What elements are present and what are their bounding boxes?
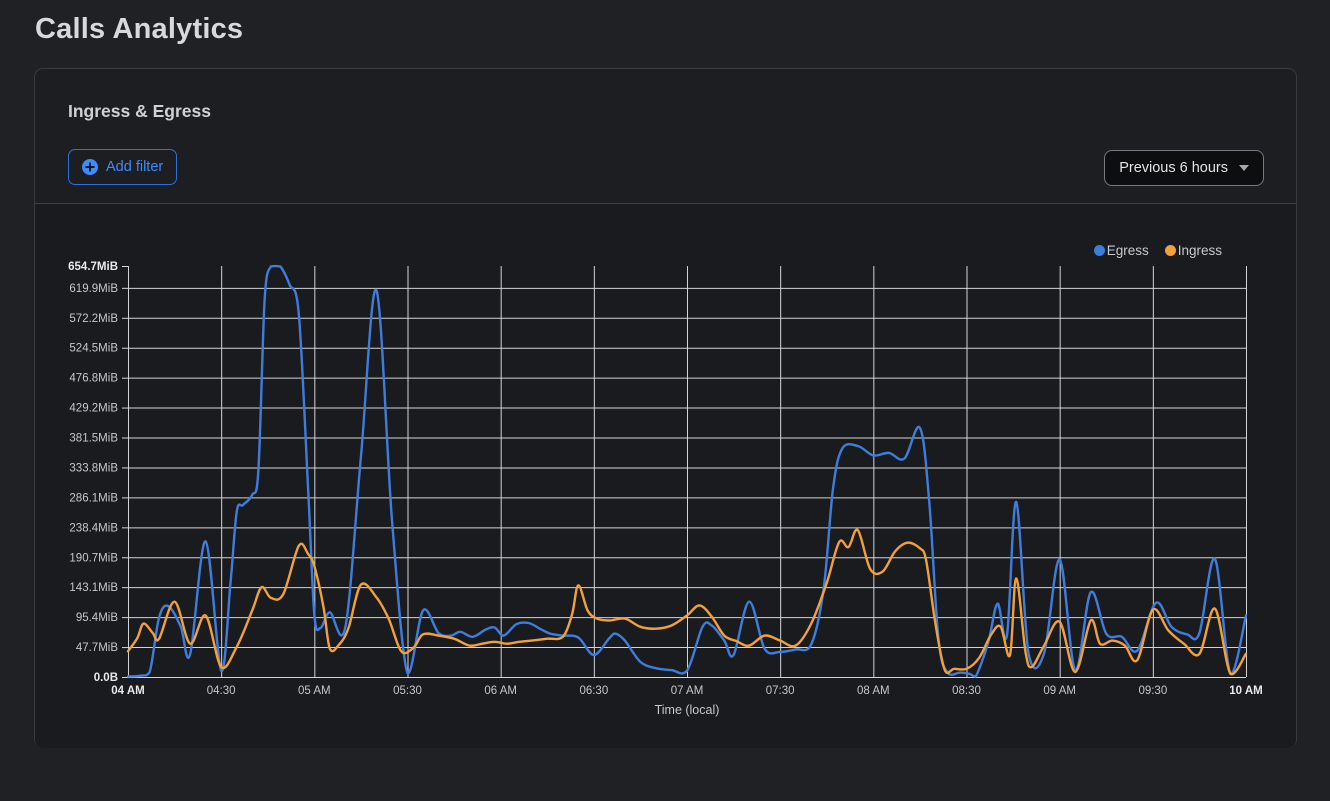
panel-title: Ingress & Egress — [68, 101, 211, 121]
time-range-dropdown[interactable]: Previous 6 hours — [1104, 150, 1264, 186]
ingress-egress-chart[interactable]: 0.0B 47.7MiB 95.4MiB 143.1MiB 190.7MiB 238.4M… — [35, 204, 1296, 754]
legend-item-ingress[interactable]: Ingress — [1164, 243, 1222, 258]
y-tick-label: 381.5MiB — [69, 433, 118, 445]
chart-svg: 0.0B 47.7MiB 95.4MiB 143.1MiB 190.7MiB 238.4M… — [68, 261, 1263, 717]
x-tick-label: 05 AM — [298, 685, 331, 697]
caret-down-icon — [1239, 165, 1249, 171]
plus-circle-icon — [82, 159, 98, 175]
add-filter-button[interactable]: Add filter — [68, 149, 178, 185]
gridlines — [128, 266, 1247, 678]
y-tick-label: 47.7MiB — [76, 642, 119, 654]
add-filter-label: Add filter — [106, 159, 164, 175]
x-tick-label: 10 AM — [1229, 685, 1262, 697]
y-tick-label: 95.4MiB — [76, 612, 119, 624]
y-tick-label: 333.8MiB — [69, 462, 118, 474]
y-tick-label: 429.2MiB — [69, 403, 118, 415]
y-tick-marks — [122, 266, 128, 678]
y-tick-label: 143.1MiB — [69, 582, 118, 594]
legend-label: Egress — [1106, 243, 1149, 258]
y-tick-label: 572.2MiB — [69, 313, 118, 325]
time-range-label: Previous 6 hours — [1119, 160, 1228, 176]
legend-label: Ingress — [1177, 243, 1222, 258]
x-tick-label: 08 AM — [857, 685, 890, 697]
x-tick-label: 05:30 — [393, 685, 422, 697]
x-tick-label: 09:30 — [1138, 685, 1167, 697]
x-tick-label: 08:30 — [952, 685, 981, 697]
ingress-line-series — [126, 528, 1248, 676]
axis-labels: 0.0B 47.7MiB 95.4MiB 143.1MiB 190.7MiB 238.4M… — [68, 261, 1263, 717]
legend-item-egress[interactable]: Egress — [1093, 243, 1149, 258]
egress-legend-dot — [1093, 245, 1105, 256]
chart-section: Egress Ingress 0.0B 47.7MiB 95.4MiB 143.1MiB… — [35, 203, 1296, 748]
y-tick-label: 0.0B — [94, 672, 118, 684]
y-tick-label: 190.7MiB — [69, 552, 118, 564]
x-tick-label: 07 AM — [671, 685, 704, 697]
x-axis-title: Time (local) — [655, 703, 720, 717]
y-tick-label: 654.7MiB — [68, 261, 118, 273]
page-title: Calls Analytics — [35, 13, 244, 45]
y-tick-label: 476.8MiB — [69, 373, 118, 385]
y-tick-label: 286.1MiB — [69, 492, 118, 504]
x-tick-label: 06:30 — [579, 685, 608, 697]
ingress-legend-dot — [1164, 245, 1176, 256]
x-tick-label: 04 AM — [111, 685, 144, 697]
x-tick-label: 09 AM — [1043, 685, 1076, 697]
chart-legend: Egress Ingress — [1093, 243, 1222, 258]
y-tick-label: 619.9MiB — [69, 283, 118, 295]
y-tick-label: 524.5MiB — [69, 343, 118, 355]
y-tick-label: 238.4MiB — [69, 522, 118, 534]
egress-line-series — [126, 264, 1248, 678]
x-tick-label: 04:30 — [207, 685, 236, 697]
x-tick-label: 06 AM — [484, 685, 517, 697]
ingress-egress-panel: Ingress & Egress Add filter Previous 6 h… — [34, 68, 1297, 748]
x-tick-label: 07:30 — [766, 685, 795, 697]
